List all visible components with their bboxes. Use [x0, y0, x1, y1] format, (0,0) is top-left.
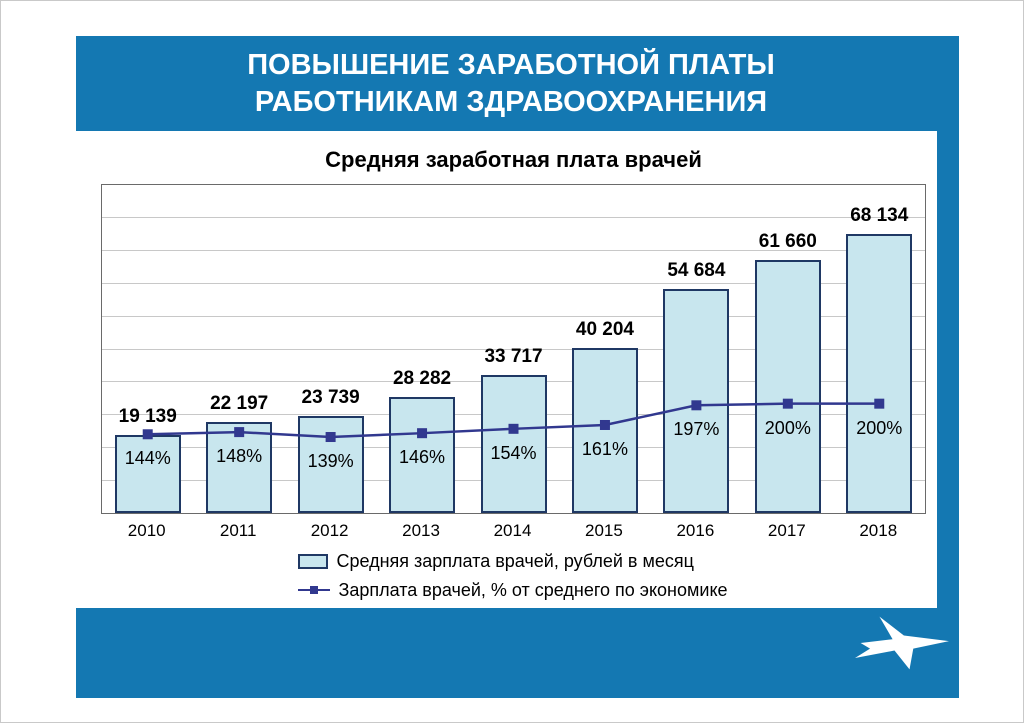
bar: [206, 422, 273, 513]
trend-line-svg: [142, 398, 885, 443]
legend-item-bars: Средняя зарплата врачей, рублей в месяц: [298, 549, 694, 573]
bar-value-label: 40 204: [575, 319, 634, 341]
bar-value-label: 68 134: [850, 204, 909, 226]
x-axis-label: 2012: [310, 521, 349, 540]
bar: [754, 260, 821, 513]
x-axis-label: 2011: [219, 521, 257, 540]
x-axis-label: 2017: [767, 521, 806, 540]
line-marker: [874, 398, 885, 409]
x-axis-label: 2015: [585, 521, 623, 540]
header-band: ПОВЫШЕНИЕ ЗАРАБОТНОЙ ПЛАТЫ РАБОТНИКАМ ЗД…: [76, 36, 946, 131]
line-marker: [234, 427, 245, 438]
line-marker: [782, 398, 793, 409]
percent-label: 161%: [581, 439, 628, 459]
plot-area: 19 139 144% 22 197 148% 23 739 139% 28 282 146%…: [101, 184, 926, 514]
bar-swatch-icon: [298, 553, 329, 569]
line-marker: [142, 429, 153, 440]
bird-logo-icon: [855, 616, 949, 670]
line-swatch-marker: [310, 586, 319, 594]
line-marker: [508, 423, 519, 434]
x-axis-label: 2010: [127, 521, 166, 540]
percent-label: 154%: [490, 442, 537, 463]
bar: [297, 415, 364, 513]
x-axis-label: 2013: [402, 521, 440, 540]
bar-value-label: 61 660: [758, 231, 817, 253]
bar: [114, 434, 181, 513]
x-axis-labels: 2010 2011 2012 2013 2014 2015 2016 2017 2018: [101, 521, 926, 545]
legend: Средняя зарплата врачей, рублей в месяц …: [1, 549, 1023, 602]
x-axis-label: 2014: [493, 521, 532, 540]
bar: [846, 233, 913, 513]
gridline: [102, 282, 925, 284]
percent-label: 197%: [673, 419, 720, 440]
legend-label-bars: Средняя зарплата врачей, рублей в месяц: [336, 550, 694, 571]
line-marker: [325, 432, 336, 443]
bar-value-label: 28 282: [392, 368, 452, 390]
gridline: [102, 315, 925, 317]
percent-label: 200%: [856, 417, 903, 438]
x-axis-label: 2016: [676, 521, 715, 540]
percent-label: 144%: [124, 448, 171, 469]
gridline: [102, 250, 925, 252]
bar-value-label: 33 717: [484, 345, 543, 367]
x-axis-label: 2018: [859, 521, 898, 540]
slide-title-line1: ПОВЫШЕНИЕ ЗАРАБОТНОЙ ПЛАТЫ: [247, 48, 775, 81]
line-marker: [691, 400, 702, 411]
bar-value-label: 54 684: [667, 259, 726, 281]
slide-title: ПОВЫШЕНИЕ ЗАРАБОТНОЙ ПЛАТЫ РАБОТНИКАМ ЗД…: [247, 47, 775, 121]
bar-value-label: 22 197: [210, 393, 269, 414]
footer-band: [76, 608, 959, 698]
slide-title-line2: РАБОТНИКАМ ЗДРАВООХРАНЕНИЯ: [254, 85, 768, 118]
line-swatch-icon: [298, 583, 331, 597]
percent-label: 200%: [764, 417, 811, 438]
bar: [480, 374, 547, 513]
percent-label: 146%: [399, 447, 446, 468]
percent-label: 148%: [216, 446, 263, 467]
gridline: [102, 217, 925, 219]
right-stripe: [937, 36, 959, 698]
bar: [389, 397, 456, 513]
percent-label: 139%: [307, 451, 354, 472]
chart-title: Средняя заработная плата врачей: [325, 147, 702, 172]
legend-label-line: Зарплата врачей, % от среднего по эконом…: [338, 579, 728, 600]
legend-item-line: Зарплата врачей, % от среднего по эконом…: [298, 578, 728, 602]
line-marker: [417, 428, 428, 439]
bar-value-label: 19 139: [118, 405, 177, 427]
bar: [571, 348, 638, 513]
line-marker: [599, 419, 610, 430]
legend-inner: Средняя зарплата врачей, рублей в месяц …: [298, 549, 728, 602]
gridline: [102, 348, 925, 350]
bar-value-label: 23 739: [301, 386, 360, 408]
